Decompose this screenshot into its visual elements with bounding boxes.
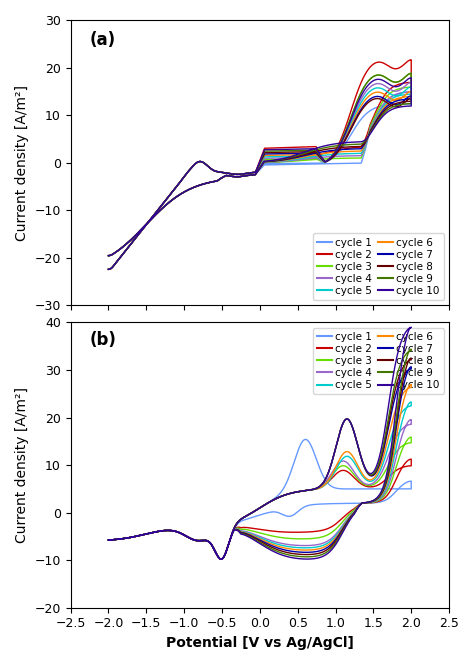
Text: (a): (a)	[90, 31, 116, 49]
Y-axis label: Current density [A/m²]: Current density [A/m²]	[15, 387, 29, 543]
Legend: cycle 1, cycle 2, cycle 3, cycle 4, cycle 5, cycle 6, cycle 7, cycle 8, cycle 9,: cycle 1, cycle 2, cycle 3, cycle 4, cycl…	[312, 328, 444, 394]
Text: (b): (b)	[90, 331, 117, 349]
X-axis label: Potential [V vs Ag/AgCl]: Potential [V vs Ag/AgCl]	[166, 636, 354, 650]
Legend: cycle 1, cycle 2, cycle 3, cycle 4, cycle 5, cycle 6, cycle 7, cycle 8, cycle 9,: cycle 1, cycle 2, cycle 3, cycle 4, cycl…	[312, 233, 444, 300]
Y-axis label: Current density [A/m²]: Current density [A/m²]	[15, 84, 29, 241]
